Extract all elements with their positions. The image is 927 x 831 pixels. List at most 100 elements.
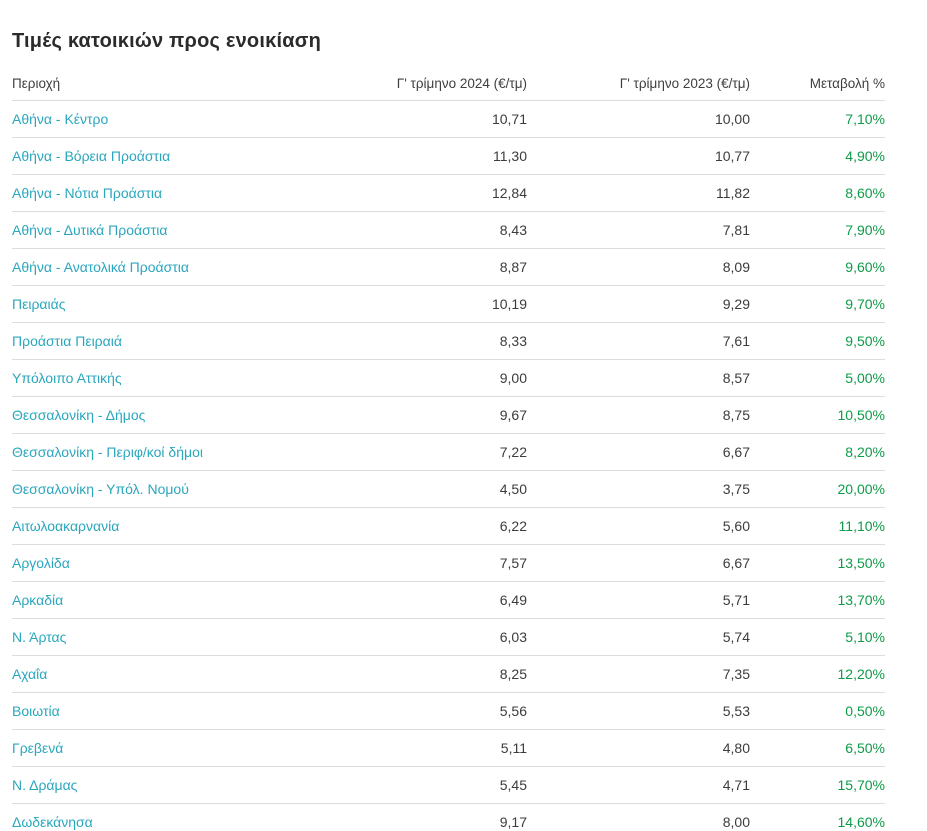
change-cell: 10,50% [750,396,885,434]
change-cell: 5,00% [750,359,885,397]
region-cell: Αθήνα - Δυτικά Προάστια [12,211,297,249]
table-row: Προάστια Πειραιά 8,33 7,61 9,50% [12,322,885,360]
rental-prices-table: Περιοχή Γ' τρίμηνο 2024 (€/τμ) Γ' τρίμην… [12,76,885,831]
price-2023-cell: 4,80 [527,729,750,767]
price-2023-cell: 5,60 [527,507,750,545]
price-2023-cell: 10,77 [527,137,750,175]
price-2023-cell: 3,75 [527,470,750,508]
change-cell: 9,60% [750,248,885,286]
table-body: Αθήνα - Κέντρο 10,71 10,00 7,10% Αθήνα -… [12,100,885,831]
change-cell: 8,20% [750,433,885,471]
table-row: Θεσσαλονίκη - Υπόλ. Νομού 4,50 3,75 20,0… [12,470,885,508]
price-2023-cell: 9,29 [527,285,750,323]
price-2024-cell: 9,00 [297,359,527,397]
region-link[interactable]: Αρκαδία [12,592,64,608]
change-cell: 7,10% [750,100,885,138]
price-2023-cell: 10,00 [527,100,750,138]
price-2024-cell: 4,50 [297,470,527,508]
region-cell: Υπόλοιπο Αττικής [12,359,297,397]
column-header-change: Μεταβολή % [750,76,885,101]
header-row: Περιοχή Γ' τρίμηνο 2024 (€/τμ) Γ' τρίμην… [12,76,885,101]
region-link[interactable]: Αθήνα - Βόρεια Προάστια [12,148,171,164]
price-2024-cell: 8,87 [297,248,527,286]
table-row: Υπόλοιπο Αττικής 9,00 8,57 5,00% [12,359,885,397]
price-2023-cell: 8,09 [527,248,750,286]
region-cell: Αθήνα - Ανατολικά Προάστια [12,248,297,286]
region-link[interactable]: Ν. Δράμας [12,777,78,793]
table-header: Περιοχή Γ' τρίμηνο 2024 (€/τμ) Γ' τρίμην… [12,76,885,101]
change-cell: 12,20% [750,655,885,693]
price-2024-cell: 7,57 [297,544,527,582]
region-cell: Αθήνα - Βόρεια Προάστια [12,137,297,175]
change-cell: 20,00% [750,470,885,508]
region-link[interactable]: Αθήνα - Κέντρο [12,111,109,127]
price-2024-cell: 10,71 [297,100,527,138]
change-cell: 11,10% [750,507,885,545]
price-2024-cell: 9,67 [297,396,527,434]
change-cell: 0,50% [750,692,885,730]
price-2024-cell: 5,45 [297,766,527,804]
price-2024-cell: 11,30 [297,137,527,175]
region-cell: Ν. Δράμας [12,766,297,804]
table-row: Αθήνα - Κέντρο 10,71 10,00 7,10% [12,100,885,138]
change-cell: 4,90% [750,137,885,175]
region-cell: Αιτωλοακαρνανία [12,507,297,545]
table-row: Αχαΐα 8,25 7,35 12,20% [12,655,885,693]
region-link[interactable]: Αθήνα - Δυτικά Προάστια [12,222,168,238]
region-cell: Αθήνα - Κέντρο [12,100,297,138]
change-cell: 15,70% [750,766,885,804]
price-2023-cell: 7,35 [527,655,750,693]
region-link[interactable]: Δωδεκάνησα [12,814,93,830]
change-cell: 7,90% [750,211,885,249]
table-row: Αθήνα - Δυτικά Προάστια 8,43 7,81 7,90% [12,211,885,249]
column-header-q3-2024: Γ' τρίμηνο 2024 (€/τμ) [297,76,527,101]
change-cell: 14,60% [750,803,885,831]
change-cell: 6,50% [750,729,885,767]
price-2023-cell: 4,71 [527,766,750,804]
region-cell: Αργολίδα [12,544,297,582]
region-cell: Δωδεκάνησα [12,803,297,831]
region-link[interactable]: Θεσσαλονίκη - Υπόλ. Νομού [12,481,189,497]
region-link[interactable]: Ν. Άρτας [12,629,67,645]
price-2023-cell: 8,57 [527,359,750,397]
price-2023-cell: 7,61 [527,322,750,360]
region-cell: Αθήνα - Νότια Προάστια [12,174,297,212]
region-link[interactable]: Αθήνα - Ανατολικά Προάστια [12,259,189,275]
change-cell: 13,70% [750,581,885,619]
change-cell: 5,10% [750,618,885,656]
region-link[interactable]: Αθήνα - Νότια Προάστια [12,185,163,201]
region-link[interactable]: Πειραιάς [12,296,66,312]
price-2024-cell: 9,17 [297,803,527,831]
price-2024-cell: 8,33 [297,322,527,360]
table-row: Αθήνα - Νότια Προάστια 12,84 11,82 8,60% [12,174,885,212]
price-2023-cell: 5,74 [527,618,750,656]
table-row: Αρκαδία 6,49 5,71 13,70% [12,581,885,619]
region-cell: Θεσσαλονίκη - Περιφ/κοί δήμοι [12,433,297,471]
region-link[interactable]: Βοιωτία [12,703,60,719]
region-link[interactable]: Γρεβενά [12,740,64,756]
column-header-region: Περιοχή [12,76,297,101]
region-link[interactable]: Αχαΐα [12,666,48,682]
table-row: Ν. Άρτας 6,03 5,74 5,10% [12,618,885,656]
table-row: Θεσσαλονίκη - Περιφ/κοί δήμοι 7,22 6,67 … [12,433,885,471]
change-cell: 8,60% [750,174,885,212]
table-row: Αιτωλοακαρνανία 6,22 5,60 11,10% [12,507,885,545]
price-2023-cell: 5,71 [527,581,750,619]
region-link[interactable]: Αιτωλοακαρνανία [12,518,120,534]
region-link[interactable]: Υπόλοιπο Αττικής [12,370,122,386]
page-title: Τιμές κατοικιών προς ενοικίαση [12,30,321,52]
price-2024-cell: 8,43 [297,211,527,249]
table-row: Αργολίδα 7,57 6,67 13,50% [12,544,885,582]
price-2024-cell: 6,22 [297,507,527,545]
table-row: Πειραιάς 10,19 9,29 9,70% [12,285,885,323]
price-2024-cell: 12,84 [297,174,527,212]
region-link[interactable]: Θεσσαλονίκη - Περιφ/κοί δήμοι [12,444,203,460]
table-row: Θεσσαλονίκη - Δήμος 9,67 8,75 10,50% [12,396,885,434]
region-cell: Πειραιάς [12,285,297,323]
region-link[interactable]: Θεσσαλονίκη - Δήμος [12,407,146,423]
region-cell: Αχαΐα [12,655,297,693]
table-row: Δωδεκάνησα 9,17 8,00 14,60% [12,803,885,831]
table-row: Αθήνα - Ανατολικά Προάστια 8,87 8,09 9,6… [12,248,885,286]
region-link[interactable]: Αργολίδα [12,555,70,571]
region-link[interactable]: Προάστια Πειραιά [12,333,122,349]
